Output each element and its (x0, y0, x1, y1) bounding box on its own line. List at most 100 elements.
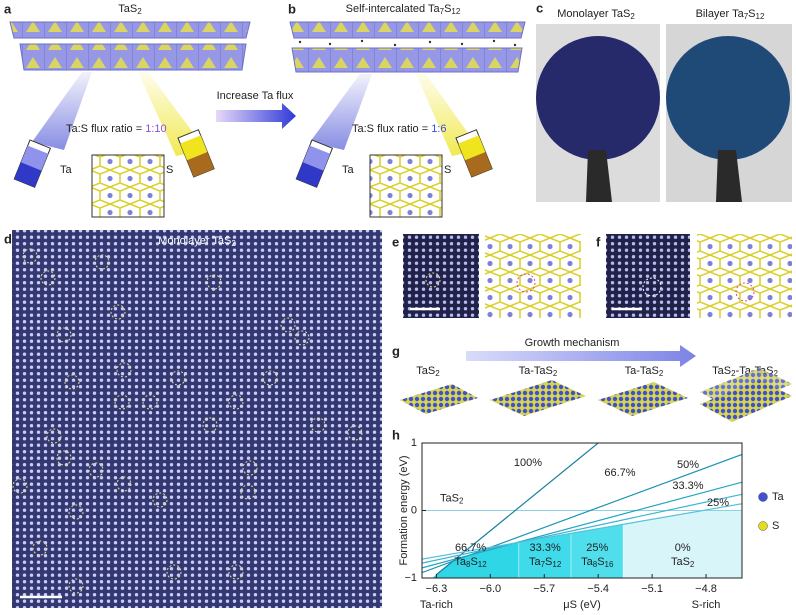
source-label: Ta (342, 164, 355, 176)
model (490, 380, 586, 416)
panel-h: h 66.7% Ta8S12 33.3% Ta7S12 25% Ta8S16 0% TaS2 T… (392, 427, 785, 610)
tweezers (586, 150, 612, 202)
arrow-label: Growth mechanism (525, 337, 620, 349)
defect-marker (516, 273, 536, 293)
arrow (466, 345, 696, 367)
legend-label: S (772, 520, 779, 532)
series-line (436, 443, 599, 576)
model (400, 384, 478, 414)
x-tick-label: −5.4 (587, 583, 609, 595)
x-tick-label: −6.3 (426, 583, 448, 595)
region-label: 25% (586, 542, 608, 554)
x-tick-label: −5.7 (533, 583, 555, 595)
region-phase: Ta7S12 (529, 556, 562, 569)
region-label: 66.7% (455, 542, 486, 554)
series-line (422, 503, 742, 560)
series-line (422, 481, 742, 569)
series-label: 66.7% (604, 467, 635, 479)
stability-region (571, 524, 624, 578)
arrow-label: Increase Ta flux (217, 90, 294, 102)
y-axis-title: Formation energy (eV) (398, 455, 410, 565)
series-label: 50% (677, 459, 699, 471)
legend-swatch (758, 521, 768, 531)
panel-title: Self-intercalated Ta7S12 (346, 3, 461, 16)
x-tick-label: −6.0 (479, 583, 501, 595)
panel-e: e (392, 234, 581, 318)
series-label: 100% (514, 457, 542, 469)
defect-marker (642, 277, 662, 297)
flux-arrow: Increase Ta flux (216, 90, 296, 129)
inset (91, 154, 165, 218)
photo-title: Bilayer Ta7S12 (696, 8, 765, 21)
region-phase: Ta8S12 (454, 556, 487, 569)
image-title: Monolayer TaS2 (158, 235, 236, 248)
source-s (455, 129, 493, 178)
beam (32, 72, 92, 150)
panel-title: TaS2 (118, 3, 142, 16)
source-s (177, 129, 215, 178)
reference-label: TaS2 (440, 492, 464, 505)
flux-ratio: Ta:S flux ratio = 1:10 (66, 123, 167, 135)
series-label: 33.3% (672, 480, 703, 492)
x-tick-label: −5.1 (641, 583, 663, 595)
wafer (666, 36, 790, 160)
source-label: S (444, 164, 451, 176)
panel-b: b Self-intercalated Ta7S12 Ta:S flux rat… (288, 1, 526, 218)
stm-lattice (12, 230, 382, 608)
panel-f: f (596, 234, 792, 318)
legend-label: Ta (772, 491, 785, 503)
wafer (536, 36, 660, 160)
region-phase: TaS2 (671, 556, 695, 569)
stability-region (623, 510, 742, 578)
region-phase: Ta8S16 (581, 556, 614, 569)
series-label: 25% (707, 497, 729, 509)
source-ta (13, 139, 52, 188)
flux-ratio-value: 1:6 (431, 123, 446, 135)
region-label: 33.3% (530, 542, 561, 554)
panel-c: c Monolayer TaS2 Bilayer Ta7S12 (536, 0, 792, 202)
y-tick-label: −1 (404, 572, 417, 584)
stability-region (519, 533, 572, 578)
photo-title: Monolayer TaS2 (557, 8, 635, 21)
atomic-model (697, 234, 792, 318)
layer (291, 47, 523, 73)
source-label: Ta (60, 164, 73, 176)
panel-label: f (596, 234, 601, 249)
stm-lattice (403, 234, 479, 318)
stage-label: TaS2 (416, 365, 440, 378)
legend-swatch (758, 492, 768, 502)
inset (369, 154, 443, 218)
flux-ratio-text: Ta:S flux ratio = (352, 123, 431, 135)
layer (19, 43, 247, 71)
y-tick-label: 1 (411, 437, 417, 449)
panel-label: e (392, 234, 399, 249)
plot-area (422, 443, 742, 578)
model (700, 368, 792, 410)
region-label: 0% (675, 542, 691, 554)
source-label: S (166, 164, 173, 176)
panel-label: b (288, 1, 296, 16)
panel-label: c (536, 0, 543, 15)
layer (289, 21, 526, 39)
flux-ratio: Ta:S flux ratio = 1:6 (352, 123, 446, 135)
y-tick-label: 0 (411, 504, 417, 516)
stability-region (422, 542, 520, 578)
panel-label: a (4, 1, 12, 16)
arrow (216, 103, 296, 129)
source-ta (295, 139, 334, 188)
stm-lattice (606, 234, 690, 318)
defect-marker (425, 272, 441, 288)
stage-label: Ta-TaS2 (625, 365, 664, 378)
x-end-label: S-rich (692, 599, 721, 611)
tweezers (716, 150, 742, 202)
panel-label: d (4, 231, 12, 246)
stage-label: Ta-TaS2 (519, 365, 558, 378)
panel-g: g Growth mechanism TaS2 Ta-TaS2 Ta-TaS2 … (392, 337, 792, 422)
x-end-label: Ta-rich (420, 599, 453, 611)
intercalant (298, 39, 517, 47)
defect-markers (12, 248, 363, 594)
x-axis-title: μS (eV) (563, 599, 601, 611)
atomic-model (485, 234, 581, 318)
series-line (422, 493, 742, 564)
